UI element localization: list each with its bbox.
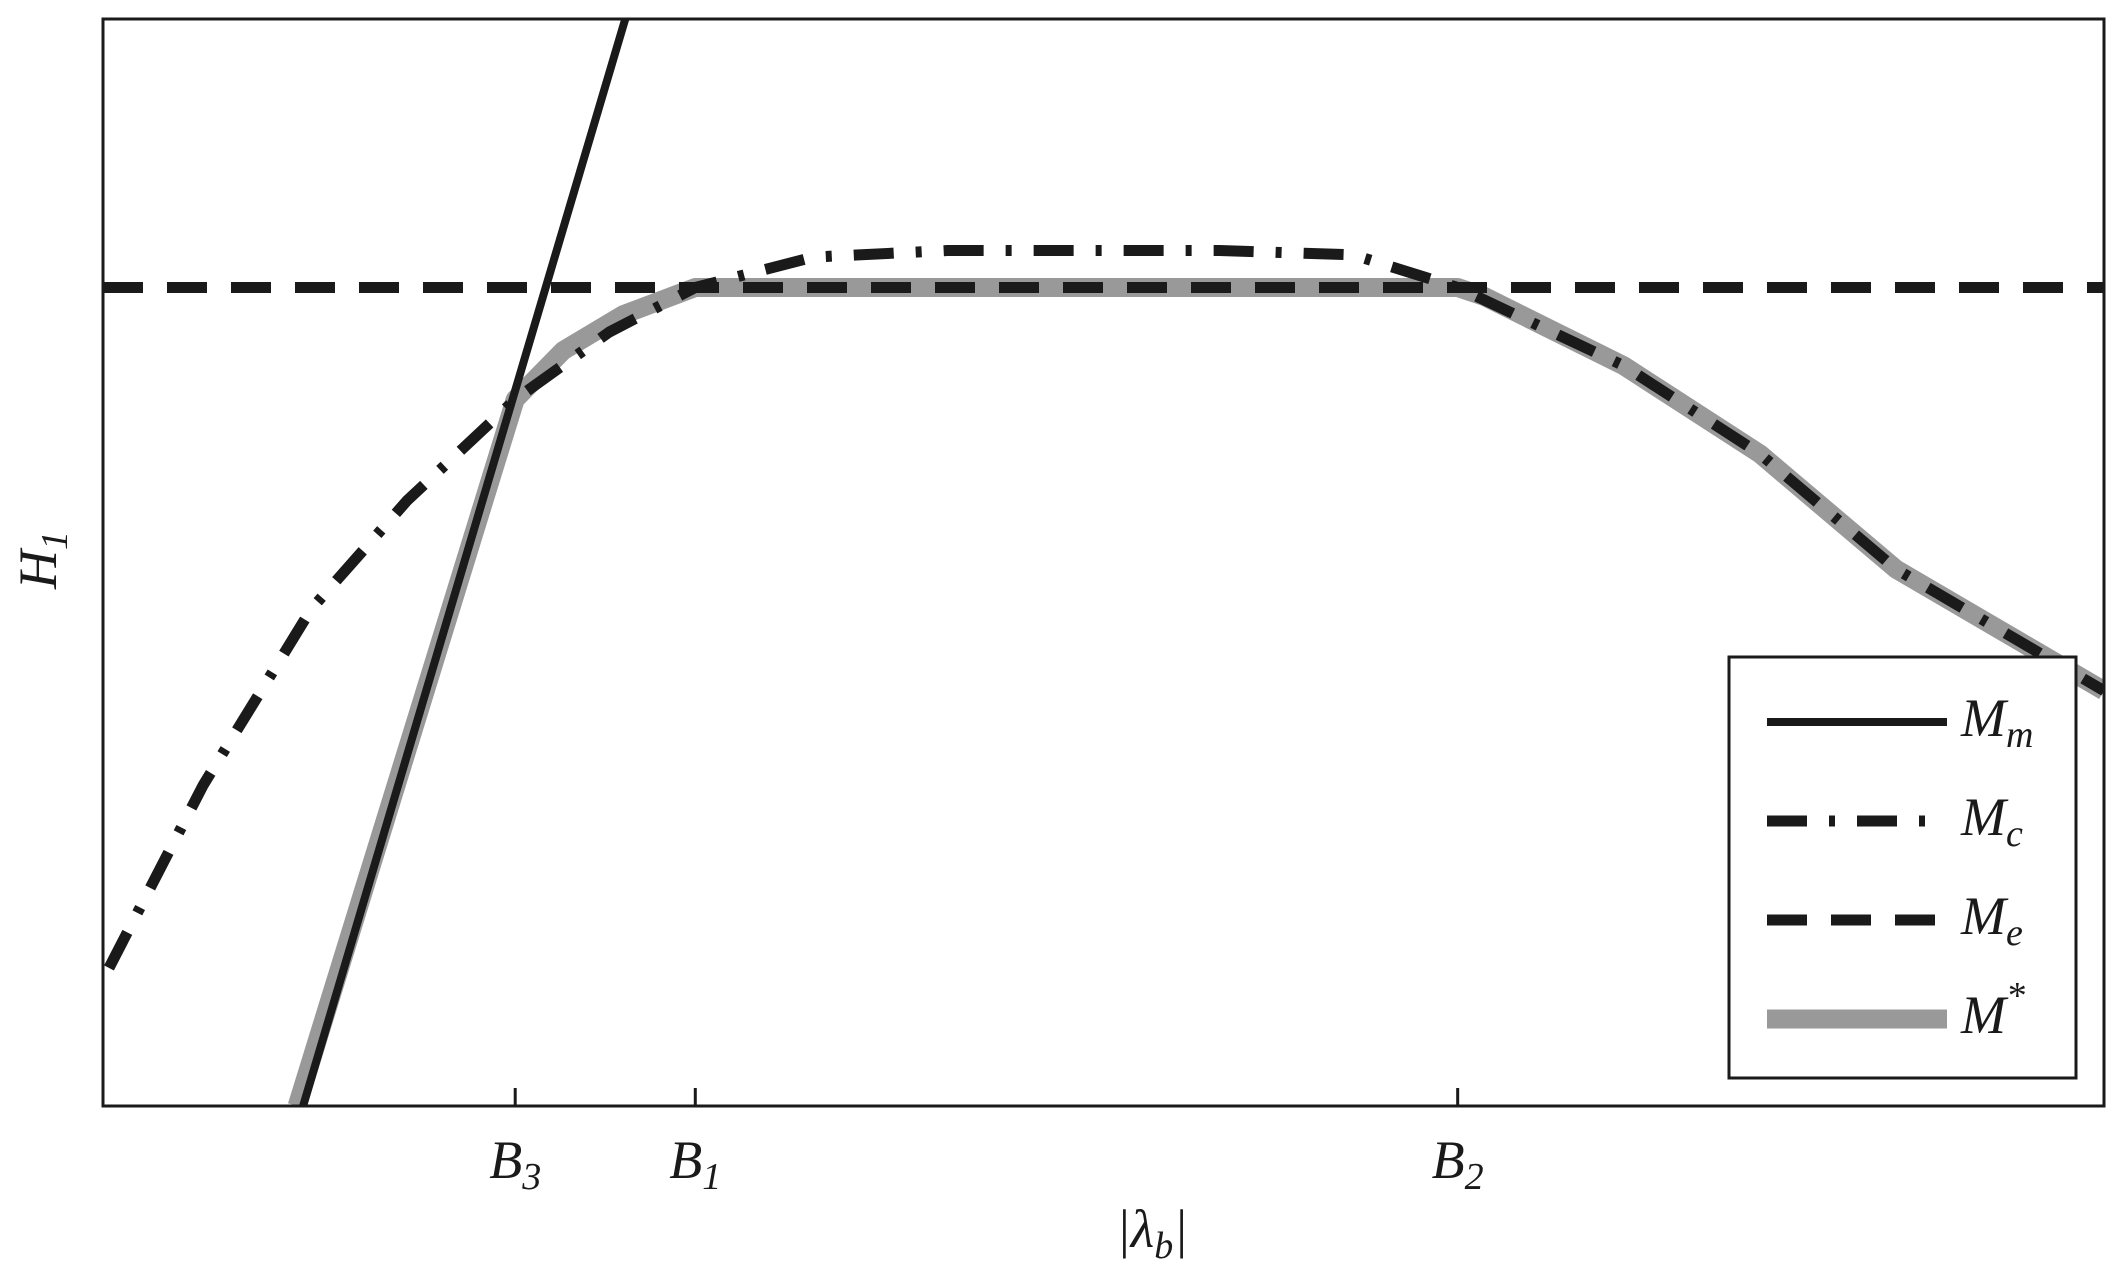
x-tick-label: B1	[669, 1130, 721, 1197]
x-axis-label: |λb|	[1116, 1199, 1188, 1266]
legend-label: Mm	[1960, 688, 2033, 755]
legend: Mm Mc Me M*	[1727, 655, 2078, 1080]
legend-label: M*	[1960, 975, 2025, 1046]
legend-box	[1727, 655, 2078, 1080]
legend-label: Mc	[1960, 787, 2023, 854]
y-axis-label: H1	[8, 531, 75, 590]
series-line	[104, 245, 2104, 971]
plot-area	[103, 19, 2104, 1106]
x-tick-label: B3	[489, 1130, 541, 1197]
legend-label: Me	[1960, 886, 2023, 953]
series-line	[299, 19, 630, 1106]
axes-frame	[101, 17, 2106, 1108]
x-tick-label: B2	[1432, 1130, 1484, 1197]
